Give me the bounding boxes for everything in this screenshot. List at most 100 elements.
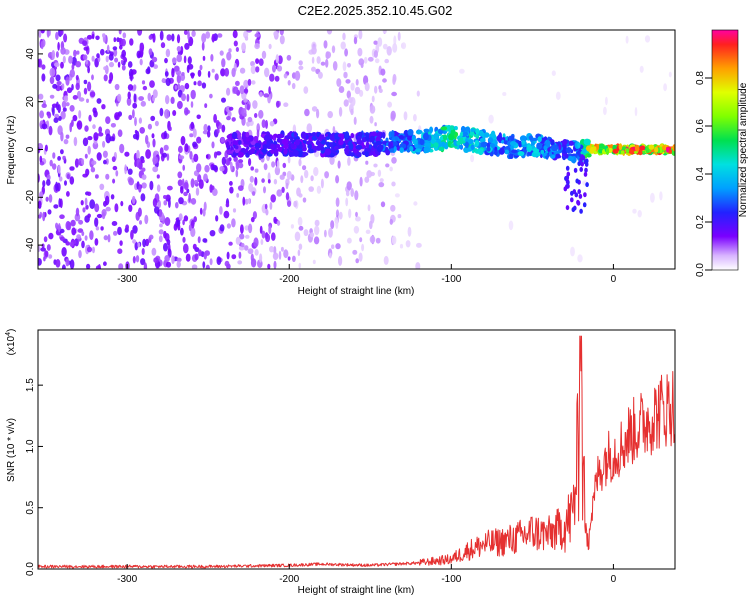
spectrogram-cell — [95, 226, 100, 231]
spectrogram-ridge-cell — [371, 131, 377, 137]
spectrogram-cell — [197, 69, 202, 77]
spectrogram-cell — [153, 64, 159, 69]
spectrogram-cell — [111, 156, 116, 163]
spectrogram-cell — [124, 151, 130, 157]
spectrogram-cell — [141, 80, 146, 85]
spectrogram-cell — [197, 236, 201, 244]
spectrogram-cell — [298, 243, 303, 250]
spectrogram-cell — [335, 175, 340, 184]
spectrogram-cell — [254, 168, 259, 173]
spectrogram-cell — [639, 65, 644, 73]
spectrogram-cell — [359, 176, 363, 187]
spectrogram-cell — [176, 257, 182, 263]
colorbar-tick-label: 0.0 — [695, 263, 706, 277]
spectrogram-cell — [60, 149, 64, 155]
spectrogram-ridge-cell — [357, 135, 361, 140]
spectrogram-ridge-cell — [450, 128, 456, 136]
y-tick-label: 0.0 — [25, 562, 36, 576]
spectrogram-cell — [324, 229, 327, 238]
spectrogram-ridge-cell — [407, 129, 414, 136]
spectrogram-cell — [304, 169, 309, 179]
spectrogram-cell — [102, 33, 106, 38]
spectrogram-ridge-cell — [399, 147, 405, 154]
spectrogram-cell — [44, 250, 49, 258]
spectrogram-cell — [94, 238, 99, 246]
spectrogram-ridge-cell — [475, 128, 480, 135]
spectrogram-cell — [313, 166, 319, 177]
spectrogram-cell — [87, 81, 92, 92]
spectrogram-cell — [192, 243, 197, 250]
spectrogram-ridge-cell — [365, 134, 370, 141]
spectrogram-ridge-cell — [605, 147, 610, 156]
spectrogram-cell — [82, 40, 88, 46]
spectrogram-cell — [416, 90, 420, 97]
spectrogram-cell — [385, 163, 390, 168]
spectrogram-ridge-cell — [468, 138, 474, 145]
spectrogram-cell — [251, 80, 256, 85]
spectrogram-cell — [143, 262, 148, 269]
spectrogram-ridge-cell — [501, 139, 505, 144]
spectrogram-cell — [87, 136, 93, 141]
x-tick-label: -100 — [441, 274, 461, 285]
spectrogram-cell — [145, 238, 150, 247]
spectrogram-cell — [353, 116, 357, 125]
snr-series-line — [38, 335, 675, 569]
spectrogram-ridge-cell — [493, 150, 498, 156]
spectrogram-cell — [101, 212, 106, 220]
spectrogram-cell — [55, 51, 59, 58]
spectrogram-cell — [57, 164, 61, 174]
spectrogram-cell — [287, 256, 291, 261]
spectrogram-ridge-cell — [407, 135, 413, 141]
spectrogram-cell — [237, 260, 243, 265]
spectrogram-cell — [59, 214, 65, 219]
spectrogram-cell — [49, 76, 55, 85]
y-tick-label: -40 — [25, 237, 36, 252]
spectrogram-cell — [219, 206, 223, 215]
y-tick-label: 0.5 — [25, 500, 36, 514]
spectrogram-cell — [254, 176, 258, 186]
spectrogram-ridge-cell — [225, 141, 230, 149]
spectrogram-cell — [133, 93, 137, 103]
spectrogram-cell — [131, 195, 136, 205]
spectrogram-cell — [110, 194, 115, 200]
spectrogram-cell — [207, 125, 211, 132]
spectrogram-cell — [86, 98, 89, 104]
spectrogram-cell — [221, 58, 226, 68]
spectrogram-ridge-cell — [333, 146, 339, 150]
spectrogram-cell — [605, 96, 608, 106]
spectrogram-cell — [83, 87, 88, 95]
spectrogram-ridge-cell — [510, 144, 514, 152]
spectrogram-cell — [342, 32, 346, 41]
spectrogram-cell — [209, 93, 213, 99]
spectrogram-cell — [103, 66, 108, 71]
spectrogram-cell — [189, 133, 194, 138]
spectrogram-cell — [91, 74, 94, 81]
spectrogram-cell — [105, 55, 109, 63]
spectrogram-cell — [392, 43, 398, 53]
spectrogram-cell — [38, 258, 42, 266]
spectrogram-cell — [245, 234, 250, 239]
spectrogram-cell — [170, 96, 175, 104]
spectrogram-cell — [194, 253, 199, 261]
spectrogram-cell — [231, 218, 236, 228]
spectrogram-cell — [268, 86, 271, 95]
spectrogram-cell — [225, 203, 230, 208]
spectrogram-tail-cell — [577, 161, 581, 167]
spectrogram-cell — [106, 44, 110, 53]
spectrogram-cell — [358, 252, 363, 262]
spectrogram-cell — [105, 116, 111, 124]
spectrogram-cell — [338, 106, 343, 117]
spectrogram-tail-cell — [585, 182, 589, 188]
y-tick-label: 40 — [25, 48, 36, 60]
spectrogram-ridge-cell — [531, 137, 538, 142]
spectrogram-ridge-cell — [437, 146, 445, 151]
spectrogram-cell — [238, 162, 244, 169]
spectrogram-cell — [55, 259, 61, 268]
spectrogram-ridge-cell — [319, 134, 323, 142]
spectrogram-cell — [92, 141, 99, 150]
spectrogram-cell — [250, 253, 254, 262]
spectrogram-cell — [199, 207, 203, 215]
spectrogram-tail-cell — [581, 155, 586, 161]
spectrogram-ridge-cell — [253, 135, 259, 142]
spectrogram-cell — [243, 79, 249, 89]
